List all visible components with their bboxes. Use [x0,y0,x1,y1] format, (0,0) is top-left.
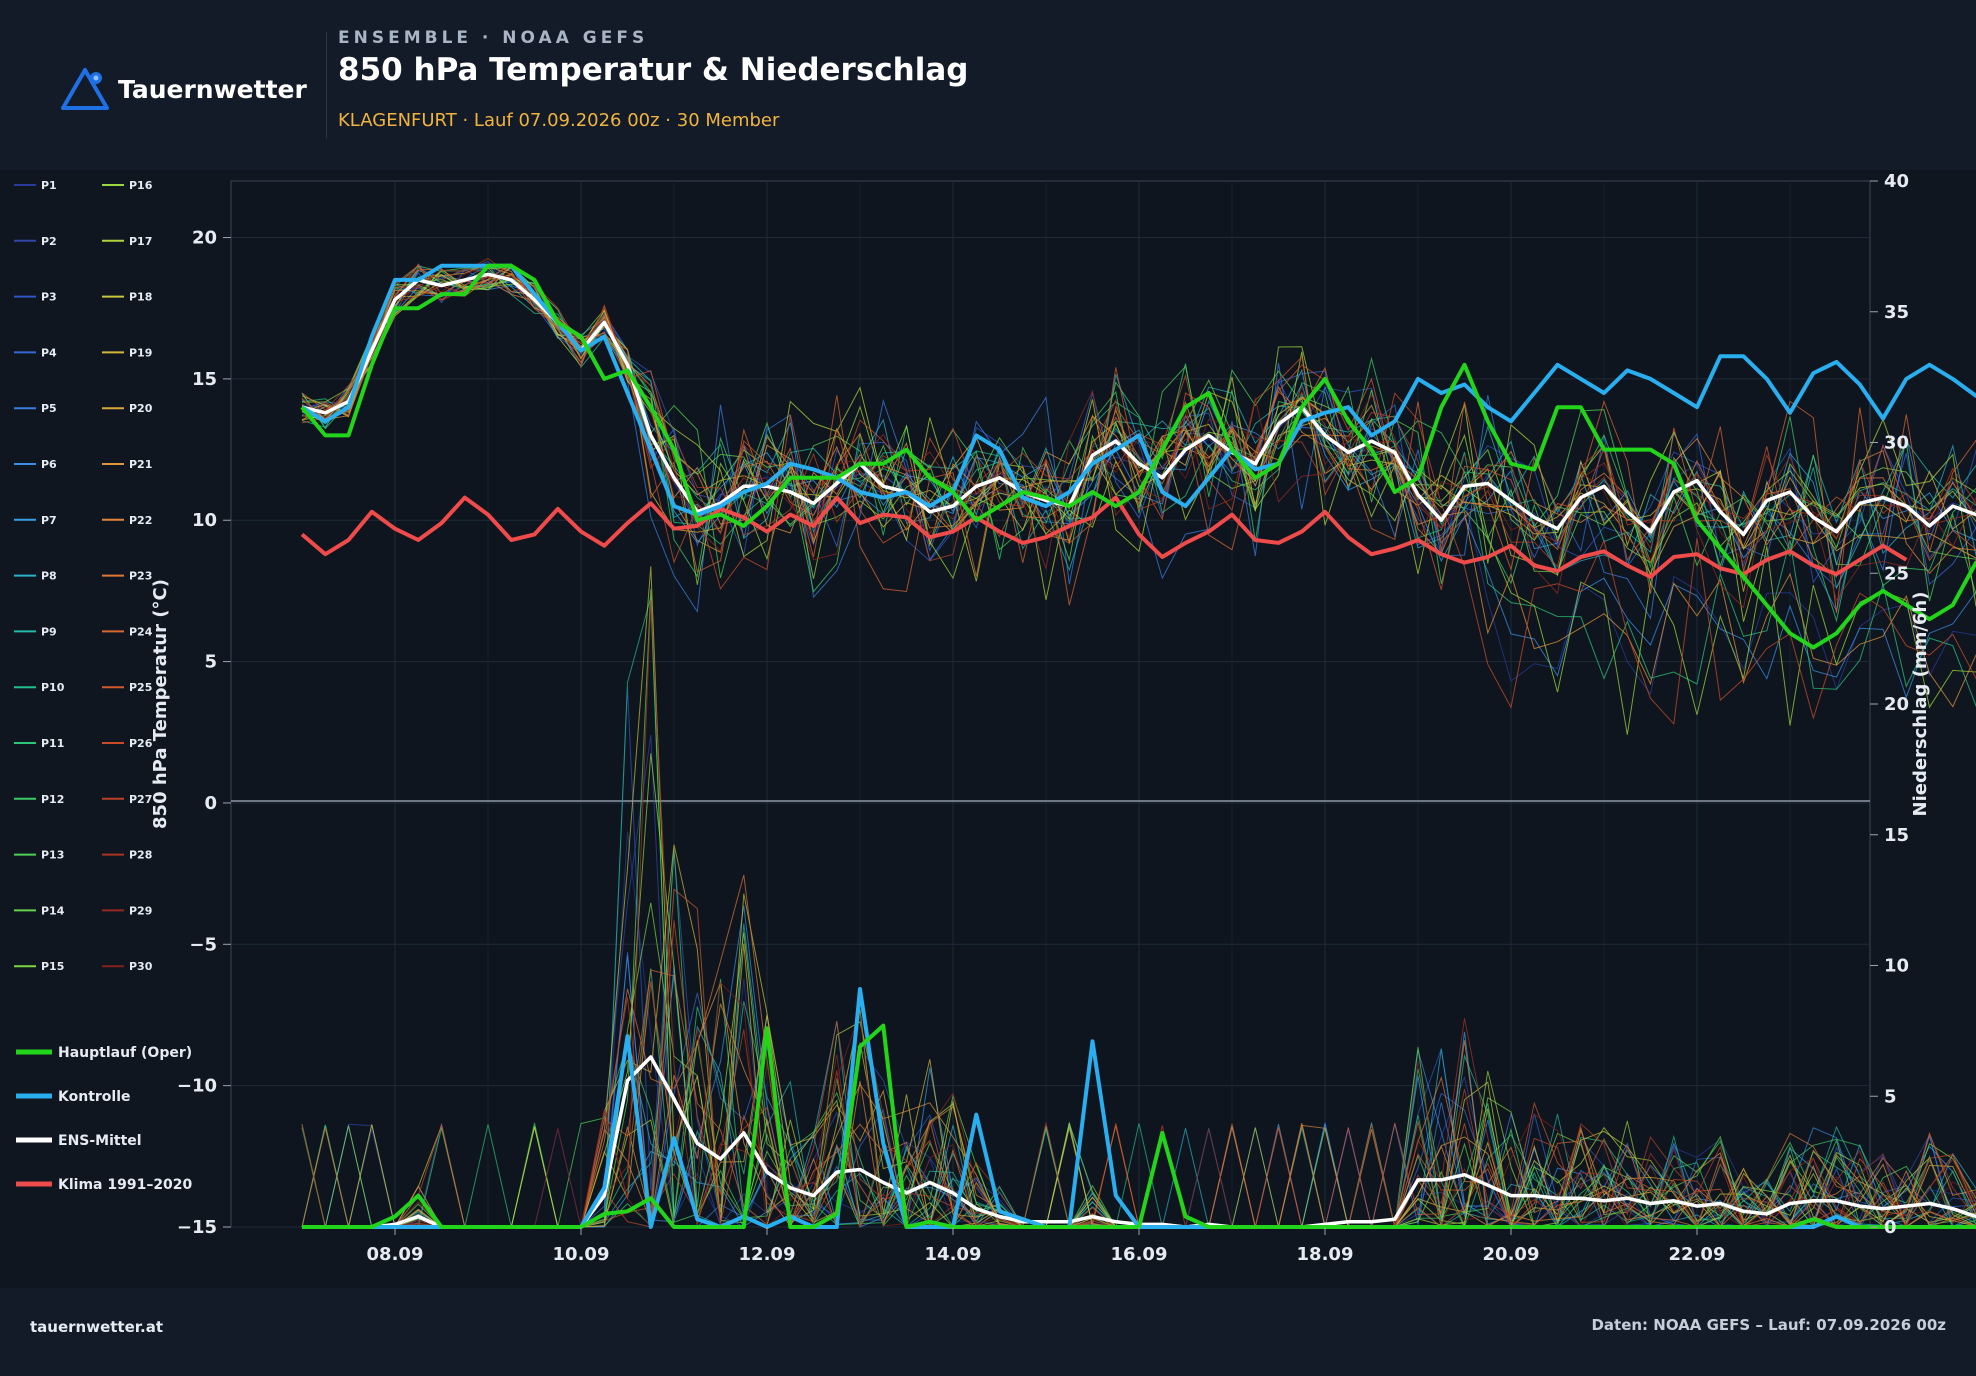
legend-member-label: P24 [129,625,153,638]
legend-member-label: P22 [129,514,152,527]
legend-member-label: P15 [41,960,64,973]
y-tick-label: −10 [177,1076,217,1097]
legend-member-label: P18 [129,291,152,304]
x-tick-label: 10.09 [553,1244,610,1265]
ensemble-chart: 08.09 10.09 12.09 14.09 16.09 18.09 20.09 22.09… [14,171,1976,1265]
y2-tick-label: 15 [1884,825,1909,846]
y2-tick-label: 5 [1884,1086,1897,1107]
x-tick-label: 18.09 [1297,1244,1354,1265]
legend: P1 P2 P3 P4 P5 P6 P7 P8 P9 P10 P11 P12 P13 P14 P15 P16 P… [14,179,193,1193]
legend-member-label: P13 [41,849,64,862]
legend-member-label: P2 [41,235,57,248]
legend-member-label: P17 [129,235,152,248]
legend-member-label: P25 [129,681,152,694]
legend-main-label: ENS-Mittel [58,1133,142,1149]
y2-axis-label: Niederschlag (mm/6h) [1910,592,1931,817]
y2-tick-label: 10 [1884,956,1909,977]
x-tick-label: 16.09 [1111,1244,1168,1265]
hauptlauf-oper--temperature-line [300,263,1976,650]
legend-member-label: P20 [129,402,153,415]
y-tick-label: 5 [204,652,217,673]
member-temperature-line [301,268,1976,609]
triangle-logo-icon [61,68,109,110]
y2-tick-label: 20 [1884,694,1909,715]
legend-member-label: P27 [129,793,152,806]
axes: 08.09 10.09 12.09 14.09 16.09 18.09 20.09 22.09… [150,171,1931,1265]
footer-source: Daten: NOAA GEFS – Lauf: 07.09.2026 00z [1591,1316,1946,1334]
y2-tick-label: 35 [1884,302,1909,323]
header-bar: Tauernwetter ENSEMBLE · NOAA GEFS 850 hP… [0,0,1976,170]
hauptlauf-oper--precipitation-line [302,1023,1976,1229]
legend-member-label: P28 [129,849,152,862]
legend-member-label: P8 [41,570,57,583]
legend-member-label: P19 [129,346,152,359]
footer-bar: tauernwetter.at Daten: NOAA GEFS – Lauf:… [0,1288,1976,1376]
chart-subtitle: KLAGENFURT · Lauf 07.09.2026 00z · 30 Me… [338,110,780,131]
brand[interactable]: Tauernwetter [60,66,307,112]
legend-member-label: P16 [129,179,153,192]
legend-main-label: Kontrolle [58,1089,131,1105]
legend-member-label: P1 [41,179,57,192]
x-tick-label: 20.09 [1483,1244,1540,1265]
legend-member-label: P29 [129,904,152,917]
legend-member-label: P5 [41,402,57,415]
y-tick-label: 0 [204,793,217,814]
legend-member-label: P11 [41,737,64,750]
legend-main-label: Klima 1991–2020 [58,1177,193,1193]
legend-member-label: P26 [129,737,153,750]
y2-tick-label: 40 [1884,171,1909,192]
y2-tick-label: 0 [1884,1217,1897,1238]
member-temperature-line [301,263,1976,563]
x-tick-label: 12.09 [739,1244,796,1265]
legend-member-label: P7 [41,514,57,527]
y-tick-label: 20 [192,228,217,249]
x-tick-label: 22.09 [1669,1244,1726,1265]
ens-mittel-temperature-line [301,272,1976,537]
x-tick-label: 14.09 [925,1244,982,1265]
legend-member-label: P9 [41,625,57,638]
chart-title: 850 hPa Temperatur & Niederschlag [338,52,969,88]
legend-member-label: P10 [41,681,65,694]
member-temperature-line [301,263,1976,578]
y-tick-label: 15 [192,369,217,390]
main-lines [300,263,1976,1229]
chart-kicker: ENSEMBLE · NOAA GEFS [338,28,649,48]
legend-member-label: P12 [41,793,64,806]
klima-1991-2020-temperature-line [300,495,1908,579]
legend-member-label: P23 [129,570,152,583]
footer-site[interactable]: tauernwetter.at [30,1318,164,1336]
y2-tick-label: 30 [1884,433,1909,454]
header-divider [326,32,327,138]
legend-member-label: P6 [41,458,57,471]
legend-member-label: P14 [41,904,65,917]
y-tick-label: 10 [192,510,217,531]
legend-member-label: P3 [41,291,57,304]
legend-member-label: P4 [41,346,57,359]
brand-name: Tauernwetter [118,74,307,104]
ens-mittel-precipitation-line [302,1055,1976,1229]
y-tick-label: −15 [177,1217,217,1238]
member-temperature-line [301,275,1976,568]
y-axis-label: 850 hPa Temperatur (°C) [150,579,171,829]
legend-member-label: P21 [129,458,152,471]
legend-member-label: P30 [129,960,153,973]
plot-area [230,180,1871,1228]
y2-tick-label: 25 [1884,563,1909,584]
x-tick-label: 08.09 [367,1244,424,1265]
legend-main-label: Hauptlauf (Oper) [58,1045,192,1061]
y-tick-label: −5 [189,934,217,955]
member-temperature-line [301,277,1976,590]
